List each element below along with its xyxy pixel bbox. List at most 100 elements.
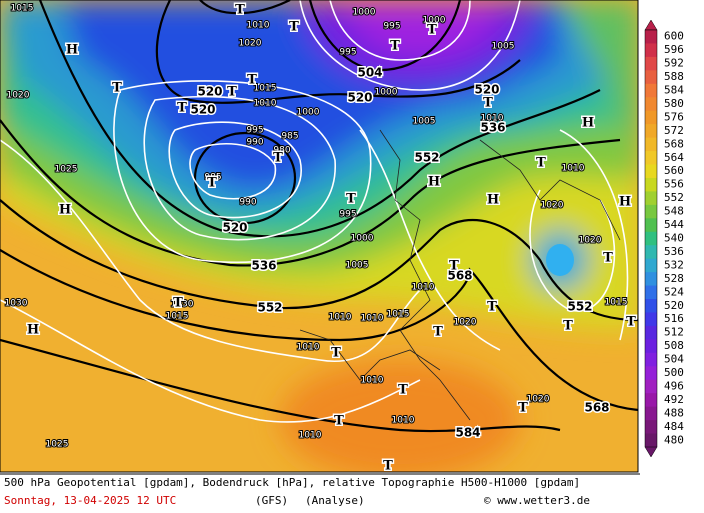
pressure-center: H — [27, 323, 39, 338]
colorbar-label: 580 — [664, 97, 684, 110]
pressure-label: 995 — [339, 210, 356, 220]
pressure-label: 1005 — [492, 42, 515, 52]
pressure-label: 1010 — [562, 164, 585, 174]
pressure-center: T — [449, 259, 459, 274]
pressure-label: 985 — [204, 173, 221, 183]
pressure-label: 1020 — [454, 318, 477, 328]
colorbar-label: 520 — [664, 299, 684, 312]
map-labels: 1010102010151010100099599098598098599099… — [4, 1, 638, 472]
colorbar-label: 536 — [664, 245, 684, 258]
colorbar-label: 556 — [664, 178, 684, 191]
pressure-center: T — [112, 81, 122, 96]
pressure-label: 1030 — [5, 299, 28, 309]
pressure-center: T — [603, 251, 613, 266]
pressure-label: 1000 — [423, 16, 446, 26]
pressure-label: 1010 — [254, 99, 277, 109]
pressure-label: 1010 — [247, 21, 270, 31]
colorbar-label: 588 — [664, 70, 684, 83]
colorbar-label: 480 — [664, 433, 684, 446]
colorbar-label: 512 — [664, 326, 684, 339]
height-label: 568 — [447, 269, 472, 283]
pressure-center: T — [346, 192, 356, 207]
pressure-center: T — [563, 319, 573, 334]
colorbar-swatch — [645, 124, 657, 139]
pressure-center: T — [427, 23, 437, 38]
height-label: 552 — [567, 300, 592, 314]
colorbar-label: 552 — [664, 191, 684, 204]
height-label: 536 — [251, 259, 276, 273]
colorbar-swatch — [645, 204, 657, 219]
colorbar-arrow — [644, 19, 658, 31]
pressure-center: T — [235, 3, 245, 18]
colorbar-label: 592 — [664, 57, 684, 70]
colorbar-swatch — [645, 312, 657, 327]
colorbar-swatch — [645, 379, 657, 394]
pressure-center: T — [536, 156, 546, 171]
pressure-label: 1015 — [11, 4, 34, 14]
pressure-label: 1015 — [605, 298, 628, 308]
colorbar-swatch — [645, 258, 657, 273]
pressure-center: T — [626, 315, 636, 330]
pressure-center: T — [177, 101, 187, 116]
pressure-label: 1010 — [481, 114, 504, 124]
colorbar-label: 564 — [664, 151, 684, 164]
pressure-label: 1010 — [361, 376, 384, 386]
pressure-center: T — [433, 325, 443, 340]
colorbar-label: 484 — [664, 420, 684, 433]
colorbar-label: 548 — [664, 205, 684, 218]
height-label: 520 — [190, 103, 215, 117]
colorbar-label: 500 — [664, 366, 684, 379]
pressure-center: T — [289, 20, 299, 35]
pressure-label: 980 — [273, 146, 290, 156]
colorbar-swatch — [645, 30, 657, 44]
colorbar-swatch — [645, 70, 657, 85]
colorbar-swatch — [645, 177, 657, 192]
pressure-center: T — [331, 346, 341, 361]
colorbar-swatch — [645, 43, 657, 58]
pressure-center: T — [518, 401, 528, 416]
pressure-center: T — [173, 296, 183, 311]
colorbar-swatch — [645, 325, 657, 340]
colorbar-swatch — [645, 393, 657, 408]
colorbar-swatch — [645, 272, 657, 287]
colorbar-label: 496 — [664, 379, 684, 392]
height-label: 584 — [455, 426, 480, 440]
colorbar-label: 576 — [664, 110, 684, 123]
height-label: 520 — [347, 91, 372, 105]
pressure-label: 1015 — [166, 312, 189, 322]
colorbar-label: 524 — [664, 285, 684, 298]
pressure-label: 1020 — [7, 91, 30, 101]
pressure-label: 1000 — [375, 88, 398, 98]
pressure-label: 985 — [281, 132, 298, 142]
pressure-label: 1010 — [361, 314, 384, 324]
colorbar-label: 600 — [664, 30, 684, 43]
colorbar-label: 528 — [664, 272, 684, 285]
pressure-center: T — [334, 414, 344, 429]
colorbar-label: 508 — [664, 339, 684, 352]
colorbar-swatch — [645, 433, 657, 448]
pressure-label: 1010 — [299, 431, 322, 441]
colorbar-swatch — [645, 231, 657, 246]
colorbar-swatch — [645, 299, 657, 313]
pressure-label: 1030 — [171, 300, 194, 310]
pressure-center: T — [390, 39, 400, 54]
colorbar-swatch — [645, 245, 657, 260]
colorbar-swatch — [645, 339, 657, 354]
colorbar-swatch — [645, 285, 657, 300]
colorbar-label: 492 — [664, 393, 684, 406]
height-label: 552 — [414, 151, 439, 165]
pressure-center: T — [487, 300, 497, 315]
colorbar-swatch — [645, 218, 657, 233]
height-label: 568 — [584, 401, 609, 415]
colorbar-label: 516 — [664, 312, 684, 325]
colorbar-label: 544 — [664, 218, 684, 231]
pressure-label: 1010 — [412, 283, 435, 293]
colorbar: 6005965925885845805765725685645605565525… — [644, 19, 684, 458]
pressure-label: 1015 — [387, 310, 410, 320]
footer-description: 500 hPa Geopotential [gpdam], Bodendruck… — [4, 476, 580, 489]
pressure-label: 1000 — [297, 108, 320, 118]
map-frame — [0, 0, 639, 473]
colorbar-swatch — [645, 406, 657, 421]
pressure-label: 1000 — [353, 8, 376, 18]
pressure-label: 1020 — [239, 39, 262, 49]
